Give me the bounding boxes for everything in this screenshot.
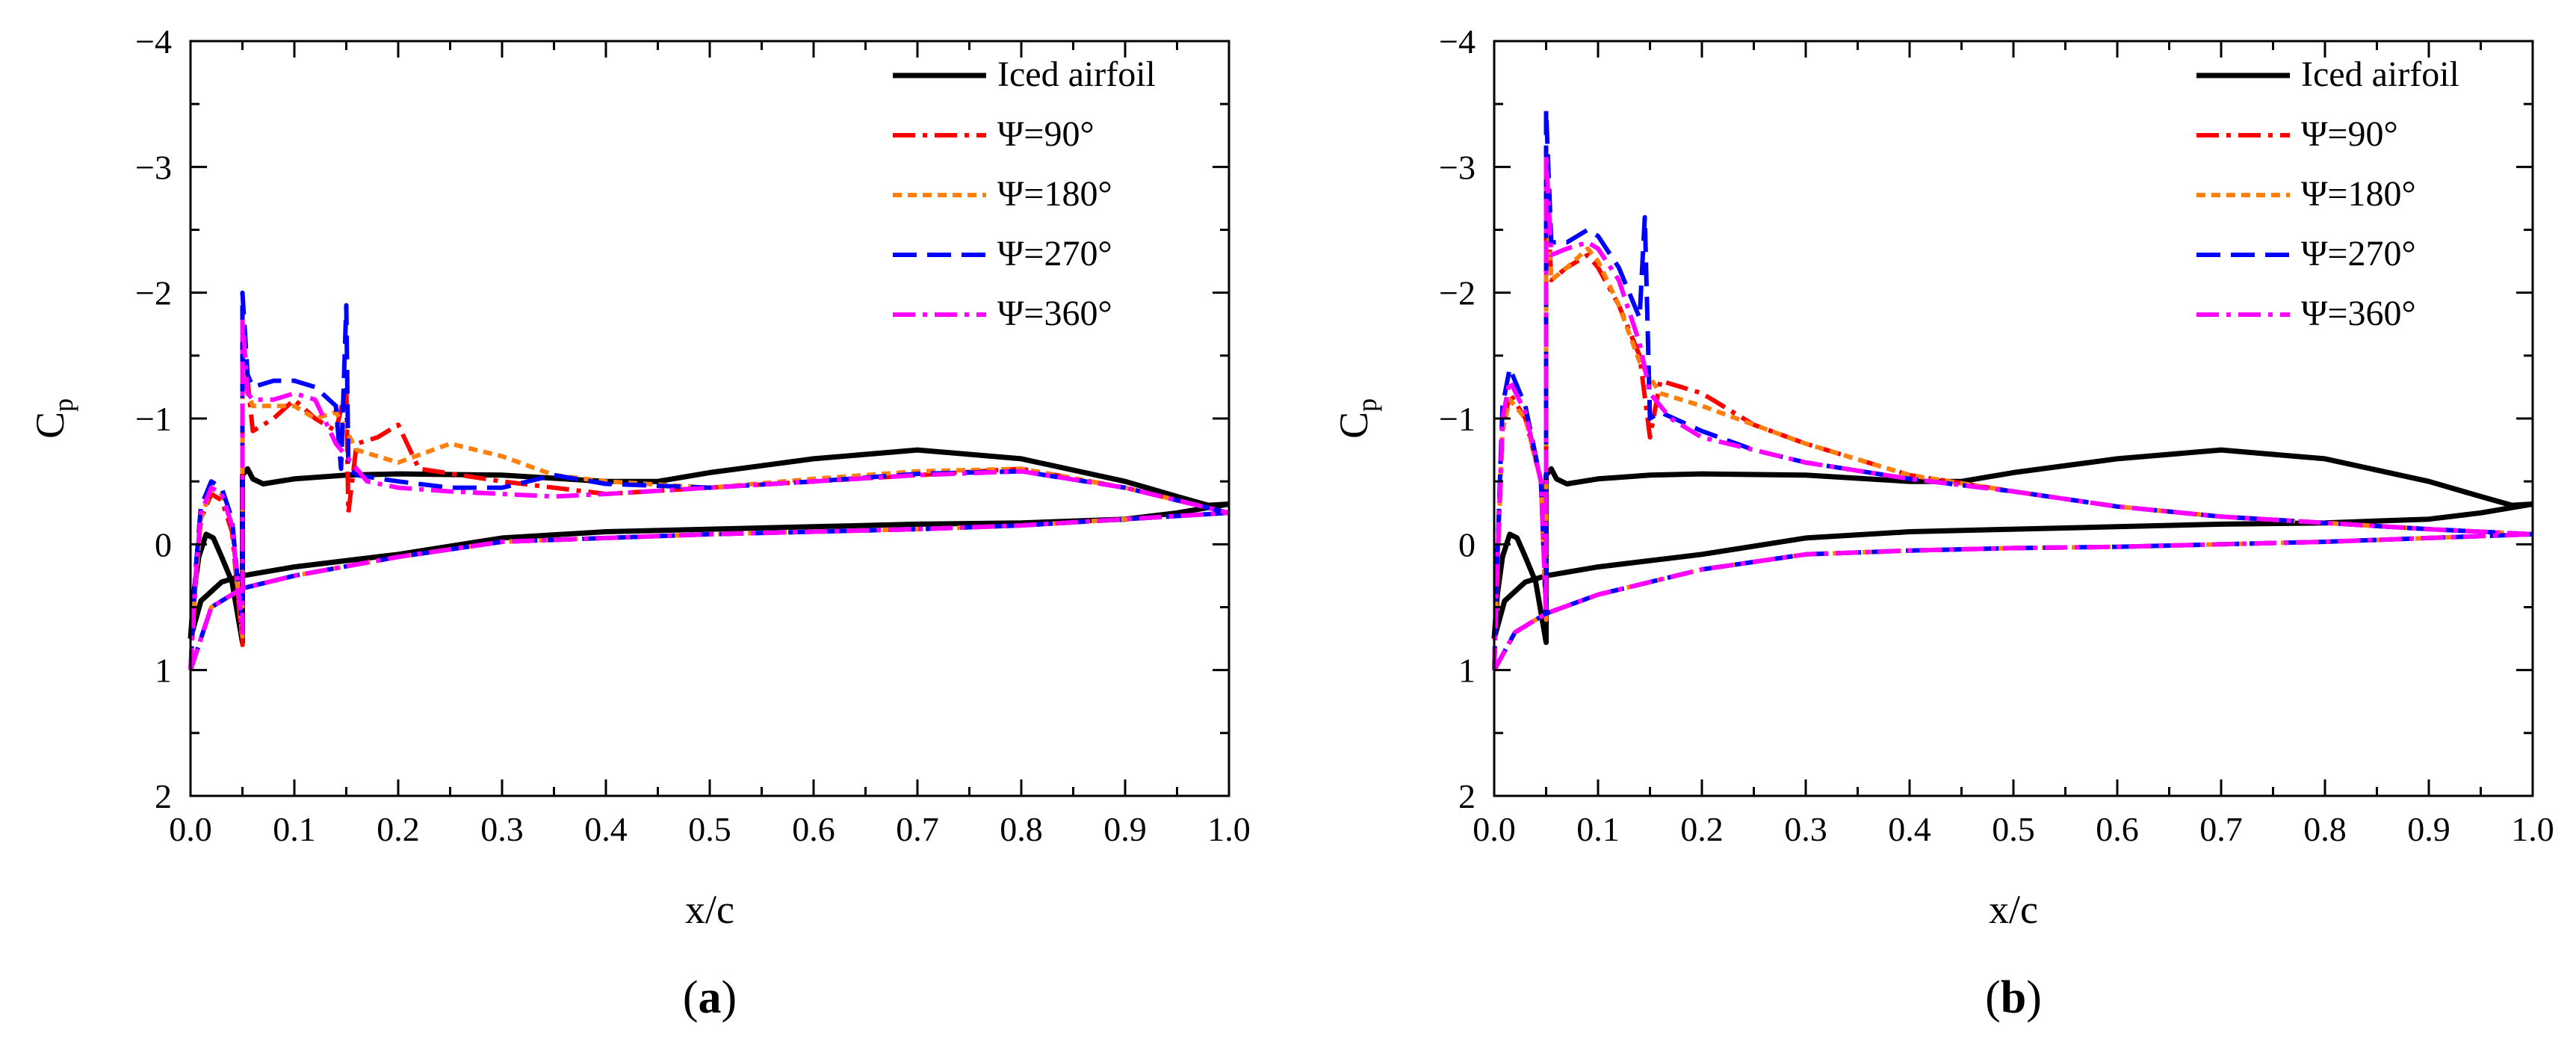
series-line-Ψ=360°-lower xyxy=(188,510,1230,671)
y-tick-label: −1 xyxy=(1439,400,1476,438)
panel-label-close: ) xyxy=(2026,972,2042,1023)
panel-label-letter: a xyxy=(699,972,722,1023)
y-axis-title: Cp xyxy=(1331,398,1382,439)
y-axis-title-subscript: p xyxy=(49,398,78,412)
legend-label-Ψ=180°: Ψ=180° xyxy=(997,174,1112,214)
series-line-Ψ=360°-upper xyxy=(188,315,1230,670)
x-tick-label: 0.9 xyxy=(1103,810,1147,848)
panel-label-close: ) xyxy=(722,972,737,1023)
legend-label-Ψ=270°: Ψ=270° xyxy=(997,234,1112,274)
x-tick-label: 0.4 xyxy=(1888,810,1931,848)
y-tick-label: −2 xyxy=(1439,274,1476,312)
y-tick-label: 2 xyxy=(1458,777,1476,815)
y-axis-title-main: C xyxy=(28,412,72,439)
y-tick-label: 2 xyxy=(155,777,172,815)
x-tick-label: 0.4 xyxy=(584,810,628,848)
x-tick-label: 1.0 xyxy=(1207,810,1251,848)
legend-label-Ψ=360°: Ψ=360° xyxy=(997,294,1112,333)
x-tick-label: 0.2 xyxy=(377,810,420,848)
x-tick-label: 0.7 xyxy=(2199,810,2243,848)
panel-label: (b) xyxy=(1985,972,2042,1023)
panel-label-open: ( xyxy=(683,972,699,1023)
series-line-Ψ=180°-lower xyxy=(1492,531,2533,672)
y-axis-title-main: C xyxy=(1331,412,1376,439)
x-tick-label: 0.9 xyxy=(2407,810,2450,848)
y-axis-title: Cp xyxy=(28,398,78,439)
y-tick-label: 0 xyxy=(155,525,172,563)
y-axis-title-subscript: p xyxy=(1352,398,1382,412)
x-tick-label: 0.3 xyxy=(480,810,524,848)
legend-label-Ψ=90°: Ψ=90° xyxy=(2301,114,2398,154)
x-tick-label: 0.0 xyxy=(1473,810,1516,848)
x-tick-label: 0.2 xyxy=(1680,810,1724,848)
series-line-Ψ=270°-lower xyxy=(1492,531,2533,672)
series-line-Iced airfoil-lower xyxy=(1491,501,2533,640)
y-tick-label: 1 xyxy=(155,652,172,690)
y-tick-label: 1 xyxy=(1458,652,1476,690)
y-tick-label: −3 xyxy=(1439,148,1476,186)
x-tick-label: 0.1 xyxy=(1576,810,1620,848)
legend-label-Ψ=90°: Ψ=90° xyxy=(997,114,1095,154)
x-tick-label: 1.0 xyxy=(2511,810,2554,848)
x-tick-label: 0.8 xyxy=(2303,810,2347,848)
y-tick-label: −1 xyxy=(135,400,172,438)
series-line-Ψ=360°-upper xyxy=(1492,152,2533,670)
x-tick-label: 0.7 xyxy=(896,810,939,848)
x-tick-label: 0.5 xyxy=(688,810,731,848)
x-tick-label: 0.1 xyxy=(273,810,316,848)
y-tick-label: 0 xyxy=(1458,525,1476,563)
y-tick-label: −4 xyxy=(1439,22,1476,61)
y-tick-label: −2 xyxy=(135,274,172,312)
legend-label-Iced airfoil: Iced airfoil xyxy=(997,55,1156,94)
chart-panel-b: 0.0 0.1 0.2 0.3 0.4 0.5 0.6 0.7 0.8 0.9 1.0 −4 −3 −2 −… xyxy=(1331,22,2554,1023)
legend-label-Ψ=180°: Ψ=180° xyxy=(2301,174,2416,214)
chart-panel-a: 0.0 0.1 0.2 0.3 0.4 0.5 0.6 0.7 0.8 0.9 1.0 −4 −3 −2 −… xyxy=(28,22,1251,1023)
x-tick-label: 0.8 xyxy=(1000,810,1043,848)
x-tick-label: 0.6 xyxy=(2096,810,2139,848)
series-line-Ψ=180°-upper xyxy=(1492,190,2533,670)
x-axis-title: x/c xyxy=(1989,887,2038,932)
x-axis-title: x/c xyxy=(685,887,734,932)
x-tick-label: 0.6 xyxy=(792,810,835,848)
series-line-Ψ=270°-upper xyxy=(188,290,1230,670)
legend-label-Ψ=360°: Ψ=360° xyxy=(2301,294,2416,333)
x-tick-label: 0.3 xyxy=(1784,810,1827,848)
series-line-Iced airfoil-lower xyxy=(188,501,1230,640)
panel-label-open: ( xyxy=(1985,972,2001,1023)
series-line-Iced airfoil-upper xyxy=(188,447,1230,646)
series-line-Iced airfoil-upper xyxy=(1491,447,2533,646)
x-tick-label: 0.5 xyxy=(1992,810,2035,848)
series-line-Ψ=90°-lower xyxy=(1492,531,2533,672)
y-tick-label: −3 xyxy=(135,148,172,186)
legend-label-Ψ=270°: Ψ=270° xyxy=(2301,234,2416,274)
panel-label-letter: b xyxy=(2001,972,2026,1023)
panel-label: (a) xyxy=(683,972,737,1023)
y-tick-label: −4 xyxy=(135,22,172,61)
x-tick-label: 0.0 xyxy=(169,810,212,848)
series-line-Ψ=360°-lower xyxy=(1492,531,2533,672)
legend-label-Iced airfoil: Iced airfoil xyxy=(2301,55,2459,94)
